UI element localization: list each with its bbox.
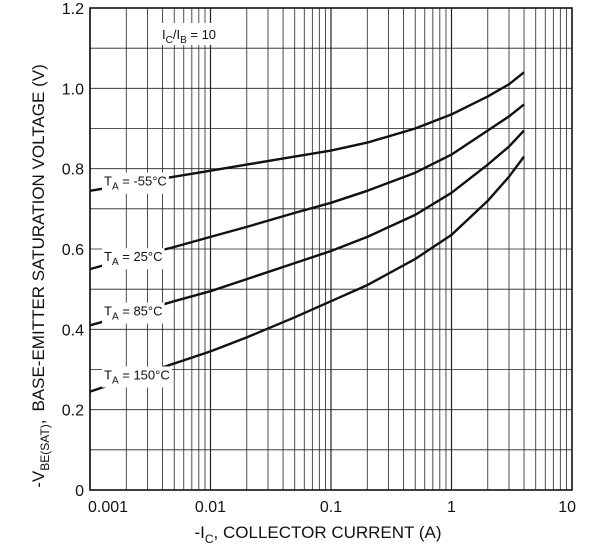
condition-p1: I	[162, 27, 166, 42]
series-label-bg	[102, 248, 165, 270]
svg-text:IC/IB = 10: IC/IB = 10	[162, 27, 216, 46]
series-line	[89, 103, 525, 271]
series-label: TA = 85°C	[102, 302, 165, 324]
series-label-pre: T	[104, 304, 112, 319]
y-axis-label-main: BASE-EMITTER SATURATION VOLTAGE (V)	[29, 64, 48, 411]
condition-label: IC/IB = 10	[158, 23, 240, 46]
series-label-sub: A	[112, 257, 119, 268]
series-label-post: = -55°C	[119, 174, 167, 189]
y-tick-label: 1.2	[62, 1, 84, 18]
y-axis-label-sub: BE(SAT)	[38, 424, 52, 470]
y-tick-label: 1.0	[62, 81, 84, 98]
x-tick-label: 10	[558, 499, 576, 516]
x-axis-label: -IC, COLLECTOR CURRENT (A)	[194, 523, 441, 544]
condition-rest: = 10	[187, 27, 216, 42]
grid	[89, 7, 572, 491]
series-label-bg	[102, 172, 169, 194]
series-line	[89, 129, 525, 327]
y-tick-label: 0.4	[62, 322, 84, 339]
condition-sub2: B	[180, 35, 187, 46]
y-tick-label: 0.8	[62, 162, 84, 179]
y-axis-label-prefix: -V	[29, 470, 48, 488]
plot-frame	[89, 7, 573, 491]
y-tick-label: 0.6	[62, 242, 84, 259]
series-label-post: = 85°C	[119, 304, 163, 319]
condition-mid: /I	[173, 27, 180, 42]
series-label-post: = 150°C	[119, 367, 170, 382]
series-label-text: TA = 85°C	[104, 304, 163, 323]
series-label-sub: A	[112, 375, 119, 386]
x-tick-label: 0.1	[320, 499, 342, 516]
y-tick-labels: 0 0.2 0.4 0.6 0.8 1.0 1.2	[62, 1, 84, 500]
x-tick-label: 1	[447, 499, 456, 516]
series-label-pre: T	[104, 249, 112, 264]
series-label-pre: T	[104, 174, 112, 189]
x-axis-label-prefix: -I	[194, 523, 204, 542]
series-labels: TA = -55°CTA = 25°CTA = 85°CTA = 150°C	[102, 172, 172, 388]
y-tick-label: 0.2	[62, 403, 84, 420]
series-label-sub: A	[112, 312, 119, 323]
series-label: TA = 150°C	[102, 366, 172, 388]
series-label-text: TA = 150°C	[104, 367, 170, 386]
x-tick-label: 0.001	[88, 499, 128, 516]
series-label-text: TA = -55°C	[104, 174, 167, 193]
series-label-pre: T	[104, 367, 112, 382]
series-line	[89, 155, 525, 393]
series-label-bg	[102, 302, 165, 324]
y-tick-label: 0	[75, 483, 84, 500]
series-label: TA = -55°C	[102, 172, 169, 194]
x-axis-label-rest: , COLLECTOR CURRENT (A)	[214, 523, 442, 542]
y-axis-label: -VBE(SAT), BASE-EMITTER SATURATION VOLTAG…	[29, 64, 52, 487]
series-label-sub: A	[112, 182, 119, 193]
series-label-bg	[102, 366, 172, 388]
series-label-text: TA = 25°C	[104, 249, 163, 268]
x-tick-labels: 0.001 0.01 0.1 1 10	[88, 499, 576, 516]
condition-sub1: C	[166, 35, 173, 46]
x-tick-label: 0.01	[195, 499, 226, 516]
series-lines	[89, 71, 525, 393]
series-label-post: = 25°C	[119, 249, 163, 264]
y-axis-label-comma: ,	[29, 420, 48, 425]
series-label: TA = 25°C	[102, 248, 165, 270]
x-axis-label-sub: C	[205, 532, 214, 544]
series-line	[89, 71, 525, 192]
